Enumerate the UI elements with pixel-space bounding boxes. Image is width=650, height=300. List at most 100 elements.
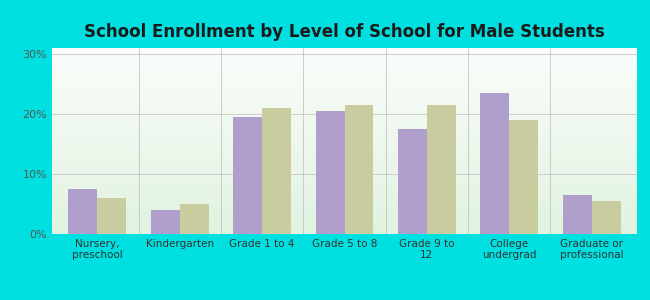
Bar	[52, 154, 637, 155]
Bar	[52, 217, 637, 218]
Bar	[52, 122, 637, 123]
Bar	[427, 105, 456, 234]
Bar	[52, 179, 637, 180]
Bar	[52, 135, 637, 136]
Bar	[52, 203, 637, 204]
Bar	[52, 72, 637, 73]
Bar	[52, 211, 637, 212]
Bar	[52, 127, 637, 128]
Bar	[52, 84, 637, 85]
Bar	[52, 88, 637, 89]
Bar	[52, 187, 637, 188]
Bar	[52, 219, 637, 220]
Bar	[52, 209, 637, 210]
Bar	[52, 96, 637, 97]
Bar	[52, 221, 637, 222]
Bar	[52, 186, 637, 187]
Bar	[52, 167, 637, 168]
Bar	[52, 230, 637, 231]
Bar	[52, 61, 637, 62]
Bar	[52, 85, 637, 86]
Bar	[592, 201, 621, 234]
Bar	[52, 153, 637, 154]
Bar	[52, 172, 637, 173]
Bar	[52, 139, 637, 140]
Bar	[52, 141, 637, 142]
Bar	[316, 111, 344, 234]
Bar	[52, 105, 637, 106]
Bar	[52, 204, 637, 205]
Bar	[52, 223, 637, 224]
Bar	[52, 87, 637, 88]
Bar	[52, 149, 637, 150]
Bar	[52, 142, 637, 143]
Bar	[510, 120, 538, 234]
Bar	[52, 180, 637, 181]
Bar	[52, 198, 637, 199]
Bar	[52, 52, 637, 54]
Bar	[52, 177, 637, 178]
Bar	[52, 233, 637, 234]
Bar	[52, 123, 637, 124]
Bar	[52, 160, 637, 161]
Bar	[52, 169, 637, 170]
Bar	[52, 79, 637, 80]
Bar	[52, 93, 637, 94]
Bar	[52, 140, 637, 141]
Bar	[480, 93, 510, 234]
Bar	[52, 116, 637, 117]
Bar	[52, 60, 637, 61]
Bar	[52, 55, 637, 56]
Bar	[52, 151, 637, 152]
Bar	[52, 50, 637, 51]
Bar	[52, 168, 637, 169]
Bar	[52, 215, 637, 216]
Bar	[52, 178, 637, 179]
Bar	[52, 125, 637, 126]
Bar	[52, 146, 637, 147]
Bar	[52, 82, 637, 83]
Bar	[52, 63, 637, 64]
Bar	[52, 68, 637, 69]
Bar	[52, 74, 637, 75]
Bar	[52, 210, 637, 211]
Bar	[52, 69, 637, 70]
Bar	[262, 108, 291, 234]
Bar	[52, 171, 637, 172]
Bar	[52, 199, 637, 200]
Bar	[52, 231, 637, 232]
Bar	[233, 117, 262, 234]
Bar	[52, 118, 637, 119]
Bar	[52, 98, 637, 99]
Bar	[52, 232, 637, 233]
Bar	[52, 182, 637, 183]
Bar	[52, 108, 637, 110]
Bar	[52, 214, 637, 215]
Bar	[52, 126, 637, 127]
Bar	[52, 92, 637, 93]
Bar	[52, 184, 637, 185]
Bar	[68, 189, 98, 234]
Bar	[52, 170, 637, 171]
Bar	[52, 58, 637, 59]
Bar	[52, 124, 637, 125]
Bar	[52, 56, 637, 57]
Bar	[52, 197, 637, 198]
Bar	[52, 133, 637, 134]
Bar	[52, 164, 637, 165]
Bar	[52, 86, 637, 87]
Bar	[52, 152, 637, 153]
Bar	[52, 150, 637, 151]
Bar	[52, 145, 637, 146]
Bar	[52, 227, 637, 228]
Bar	[52, 102, 637, 103]
Bar	[52, 111, 637, 112]
Bar	[52, 91, 637, 92]
Bar	[52, 189, 637, 190]
Bar	[52, 181, 637, 182]
Bar	[52, 165, 637, 166]
Bar	[52, 73, 637, 74]
Bar	[52, 175, 637, 176]
Bar	[52, 166, 637, 167]
Bar	[52, 202, 637, 203]
